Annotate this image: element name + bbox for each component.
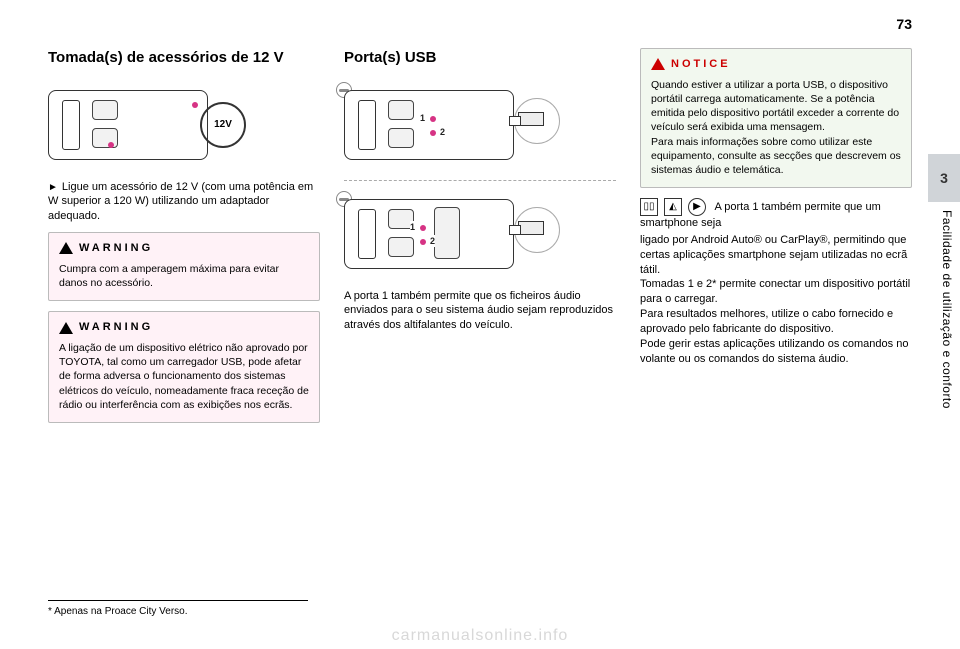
port-label-1: 1 (410, 221, 415, 233)
notice-header: NOTICE (651, 57, 901, 72)
seat-icon (92, 100, 118, 120)
location-dot (108, 142, 114, 148)
warning-label: WARNING (79, 241, 153, 256)
watermark: carmanualsonline.info (0, 627, 960, 645)
warning-box-1: WARNING Cumpra com a amperagem máxima pa… (48, 232, 320, 301)
warning-header: WARNING (59, 320, 309, 335)
location-dot (420, 225, 426, 231)
warning-body: Cumpra com a amperagem máxima para evita… (59, 262, 309, 290)
usb-paragraph: A porta 1 também permite que os ficheiro… (344, 289, 616, 334)
column-2: Porta(s) USB 1 2 (344, 48, 616, 433)
manual-page: { "page_number": "73", "side_tab_number"… (0, 0, 960, 649)
warning-header: WARNING (59, 241, 309, 256)
port-label-1: 1 (420, 112, 425, 124)
port-label-2: 2 (440, 126, 445, 138)
instruction-bullet: Ligue um acessório de 12 V (com uma potê… (48, 180, 320, 225)
seat-icon (388, 100, 414, 120)
seat-icon (434, 207, 460, 259)
location-dot (192, 102, 198, 108)
column-1: Tomada(s) de acessórios de 12 V 12V Ligu… (48, 48, 320, 433)
footnote: * Apenas na Proace City Verso. (48, 606, 188, 617)
content-columns: Tomada(s) de acessórios de 12 V 12V Ligu… (48, 48, 912, 433)
seat-icon (388, 237, 414, 257)
warning-box-2: WARNING A ligação de um dispositivo elét… (48, 311, 320, 423)
vehicle-diagram-usb-bottom: 1 2 (344, 189, 564, 279)
notice-box: NOTICE Quando estiver a utilizar a porta… (640, 48, 912, 188)
heading-12v: Tomada(s) de acessórios de 12 V (48, 48, 320, 68)
car-windshield (358, 209, 376, 259)
usb-details-paragraph: ligado por Android Auto® ou CarPlay®, pe… (640, 233, 912, 367)
warning-triangle-icon (59, 242, 73, 254)
location-dot (430, 116, 436, 122)
seat-icon (388, 128, 414, 148)
vehicle-diagram-usb-top: 1 2 (344, 80, 564, 170)
column-3: NOTICE Quando estiver a utilizar a porta… (640, 48, 912, 433)
warning-body: A ligação de um dispositivo elétrico não… (59, 341, 309, 412)
car-windshield (62, 100, 80, 150)
socket-12v-icon: 12V (200, 102, 246, 148)
chapter-side-label: Facilidade de utilização e conforto (940, 210, 954, 409)
warning-triangle-icon (59, 322, 73, 334)
page-number: 73 (896, 16, 912, 32)
seat-icon (92, 128, 118, 148)
inline-icon-row: ▯▯ ◭ ▶ (640, 198, 706, 216)
warning-label: WARNING (79, 320, 153, 335)
footnote-rule (48, 600, 308, 601)
notice-triangle-icon (651, 58, 665, 70)
location-dot (420, 239, 426, 245)
icons-paragraph: ▯▯ ◭ ▶ A porta 1 também permite que um s… (640, 198, 912, 231)
usb-plug-icon (504, 213, 554, 247)
vehicle-diagram-12v: 12V (48, 80, 268, 170)
usb-plug-icon (504, 104, 554, 138)
heading-usb: Porta(s) USB (344, 48, 616, 68)
phone-mirror-icon: ▯▯ (640, 198, 658, 216)
port-label-2: 2 (430, 235, 435, 247)
android-auto-icon: ◭ (664, 198, 682, 216)
divider-dashed (344, 180, 616, 181)
car-windshield (358, 100, 376, 150)
notice-label: NOTICE (671, 57, 731, 72)
notice-body: Quando estiver a utilizar a porta USB, o… (651, 78, 901, 177)
carplay-icon: ▶ (688, 198, 706, 216)
location-dot (430, 130, 436, 136)
chapter-tab: 3 (928, 154, 960, 202)
